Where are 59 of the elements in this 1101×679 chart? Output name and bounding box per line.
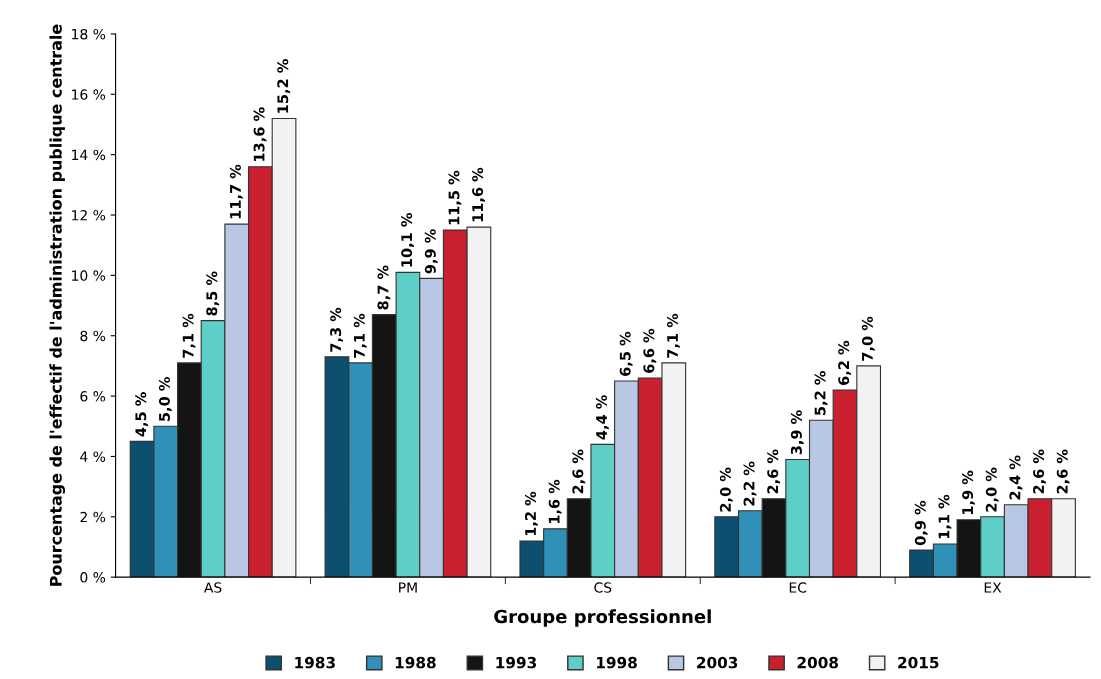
data-label: 2,0 % <box>985 467 999 512</box>
x-tick-label: EC <box>789 582 807 593</box>
data-label: 6,6 % <box>643 328 657 373</box>
data-label: 1,2 % <box>525 491 538 536</box>
legend-label: 1993 <box>496 656 537 669</box>
data-label: 2,2 % <box>743 461 757 506</box>
data-label: 2,4 % <box>1009 455 1023 500</box>
data-label: 2,6 % <box>572 449 586 494</box>
y-tick-label: 6 % <box>80 391 106 402</box>
data-label: 15,2 % <box>277 59 291 113</box>
x-tick-label: AS <box>203 582 222 593</box>
data-label: 6,5 % <box>619 331 633 376</box>
data-label: 2,6 % <box>1033 449 1046 494</box>
data-label: 5,0 % <box>158 377 172 421</box>
legend-label: 2015 <box>898 656 939 669</box>
data-label: 2,6 % <box>767 449 781 494</box>
data-label: 11,6 % <box>472 167 486 222</box>
data-label: 7,1 % <box>182 313 196 358</box>
y-tick-label: 8 % <box>80 330 106 342</box>
data-label: 7,3 % <box>330 307 344 352</box>
x-tick-label: CS <box>594 582 612 593</box>
data-label: 4,4 % <box>596 395 609 440</box>
y-tick-label: 10 % <box>72 270 106 281</box>
data-label: 10,1 % <box>401 212 415 267</box>
data-label: 1,9 % <box>962 470 975 514</box>
data-label: 8,5 % <box>206 271 220 316</box>
legend-label: 1988 <box>395 656 436 669</box>
x-tick-label: EX <box>984 582 1002 593</box>
data-label: 7,0 % <box>861 316 875 361</box>
y-tick-label: 0 % <box>80 572 106 583</box>
y-axis-title: Pourcentage de l'effectif de l'administration publique centrale <box>49 24 66 586</box>
y-tick-label: 2 % <box>80 511 106 523</box>
data-label: 4,5 % <box>135 392 149 437</box>
data-label: 8,7 % <box>377 265 391 310</box>
legend-label: 1998 <box>597 656 637 669</box>
legend-label: 1983 <box>295 656 335 669</box>
data-label: 11,7 % <box>229 164 243 219</box>
legend-label: 2003 <box>697 656 738 669</box>
y-tick-label: 14 % <box>72 149 106 161</box>
x-tick-label: PM <box>399 582 417 593</box>
data-label: 9,9 % <box>424 229 438 274</box>
y-tick-label: 12 % <box>72 209 106 221</box>
data-label: 11,5 % <box>448 170 462 225</box>
data-label: 13,6 % <box>253 107 267 161</box>
data-label: 2,0 % <box>719 467 733 512</box>
data-label: 1,1 % <box>938 494 952 539</box>
data-label: 7,1 % <box>353 313 367 358</box>
data-label: 0,9 % <box>914 500 928 546</box>
data-label: 1,6 % <box>548 479 562 524</box>
y-tick-label: 16 % <box>72 89 106 100</box>
y-tick-label: 18 % <box>72 28 106 40</box>
y-tick-label: 4 % <box>80 451 106 462</box>
legend-label: 2008 <box>797 656 839 669</box>
data-label: 3,9 % <box>790 410 804 455</box>
x-axis-title: Groupe professionnel <box>494 609 711 627</box>
data-label: 7,1 % <box>666 313 680 358</box>
data-label: 2,6 % <box>1056 449 1070 494</box>
data-label: 6,2 % <box>838 340 852 385</box>
data-label: 5,2 % <box>814 371 828 415</box>
